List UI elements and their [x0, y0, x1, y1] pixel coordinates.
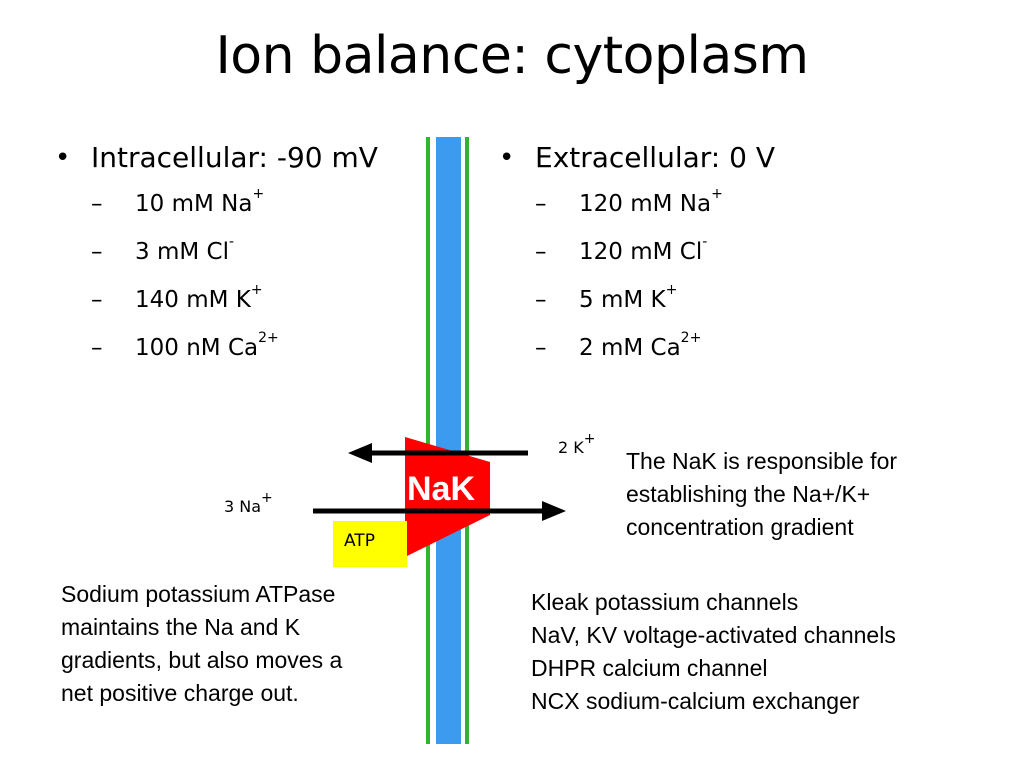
- membrane-edge-right: [465, 137, 469, 744]
- atp-box: [333, 521, 407, 567]
- list-item: –5 mM K+: [535, 282, 678, 313]
- membrane-edge-left: [426, 137, 430, 744]
- bullet-icon: •: [499, 143, 515, 173]
- k-influx-arrowhead: [348, 443, 372, 463]
- na-efflux-arrowhead: [542, 501, 566, 521]
- list-item: –120 mM Cl-: [535, 234, 708, 265]
- membrane-core: [436, 137, 461, 744]
- intracellular-heading: • Intracellular: -90 mV: [55, 136, 378, 180]
- nak-pump-shape: [405, 437, 490, 557]
- nak-note: The NaK is responsible for establishing …: [626, 448, 898, 540]
- list-item: –3 mM Cl-: [91, 234, 235, 265]
- channels-list: Kleak potassium channels NaV, KV voltage…: [531, 589, 896, 714]
- list-item: –140 mM K+: [91, 282, 263, 313]
- list-item: –120 mM Na+: [535, 186, 723, 217]
- list-item: –2 mM Ca2+: [535, 330, 702, 361]
- page-title: Ion balance: cytoplasm: [215, 26, 809, 86]
- list-item: –10 mM Na+: [91, 186, 265, 217]
- na-ion-label: 3 Na+: [224, 489, 273, 516]
- extracellular-heading: • Extracellular: 0 V: [499, 136, 775, 180]
- atp-label: ATP: [344, 531, 375, 551]
- intracellular-list: • Intracellular: -90 mV –10 mM Na+ –3 mM…: [55, 136, 378, 372]
- k-ion-label: 2 K+: [558, 430, 596, 457]
- nak-pump-label: NaK: [407, 470, 476, 508]
- extracellular-list: • Extracellular: 0 V –120 mM Na+ –120 mM…: [499, 136, 775, 372]
- bullet-icon: •: [55, 143, 71, 173]
- list-item: –100 nM Ca2+: [91, 330, 279, 361]
- atpase-note: Sodium potassium ATPase maintains the Na…: [61, 581, 343, 706]
